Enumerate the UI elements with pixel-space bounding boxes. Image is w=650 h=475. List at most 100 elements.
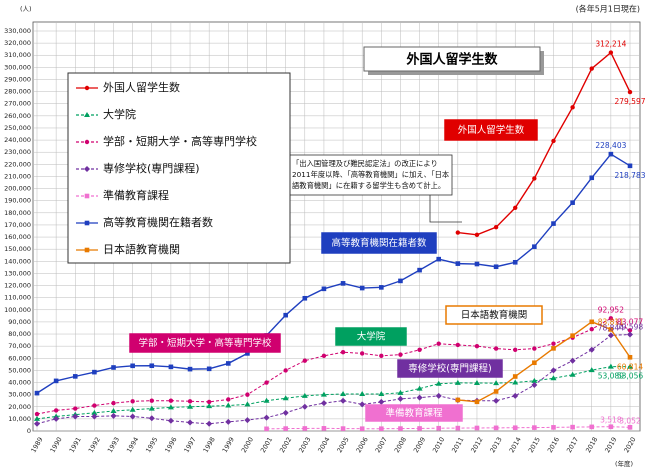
point [455, 397, 461, 403]
point [627, 363, 633, 369]
x-tick-label: 2017 [565, 436, 580, 454]
x-tick-label: 2005 [335, 436, 350, 454]
y-tick-label: 60,000 [8, 354, 31, 362]
point [321, 426, 327, 431]
point [129, 406, 136, 412]
point [589, 326, 594, 332]
value-label: 312,214 [595, 40, 626, 49]
x-tick-label: 2010 [431, 436, 446, 454]
point [570, 200, 575, 205]
point [455, 425, 461, 431]
point [301, 403, 308, 410]
point [473, 380, 480, 385]
y-tick-label: 330,000 [4, 27, 31, 35]
point [34, 420, 40, 427]
value-label: 279,597 [614, 97, 645, 106]
legend-label: 大学院 [103, 107, 136, 121]
point [570, 424, 575, 430]
legend-label: 専修学校(専門課程) [103, 161, 200, 175]
note-line: 語教育機関」に在籍する留学生も含めて計上。 [292, 181, 445, 190]
callout-label: 専修学校(専門課程) [408, 363, 491, 375]
value-label: 60,814 [617, 362, 643, 371]
point [283, 426, 288, 431]
point [416, 394, 423, 401]
point [340, 397, 347, 404]
point [302, 295, 308, 301]
point [206, 366, 212, 372]
y-unit: (人) [20, 5, 32, 13]
point [493, 380, 500, 386]
point [569, 357, 576, 364]
value-label: 92,952 [598, 305, 624, 314]
value-label: 83,811 [598, 317, 624, 326]
point [589, 424, 595, 430]
point [627, 354, 633, 360]
point [435, 380, 442, 386]
y-tick-label: 40,000 [8, 379, 31, 387]
point [340, 391, 347, 397]
point [34, 390, 40, 396]
point [263, 397, 270, 403]
point [493, 397, 500, 404]
point [53, 408, 59, 413]
x-tick-label: 2013 [488, 436, 503, 454]
point [84, 85, 90, 91]
y-tick-label: 160,000 [4, 233, 31, 241]
point [225, 418, 232, 425]
point [110, 408, 117, 413]
y-tick-label: 30,000 [8, 391, 31, 399]
point [589, 66, 594, 71]
point [513, 205, 518, 210]
value-label: 3,052 [619, 416, 641, 425]
point [225, 402, 232, 408]
point [245, 392, 250, 397]
point [72, 374, 78, 379]
callout-label: 日本語教育機関 [461, 309, 528, 321]
point [474, 425, 480, 431]
x-tick-label: 2012 [469, 436, 484, 454]
y-tick-label: 250,000 [4, 124, 31, 132]
point [378, 391, 385, 397]
point [359, 285, 365, 291]
point [398, 426, 403, 431]
x-tick-label: 2019 [603, 436, 618, 454]
y-tick-label: 270,000 [4, 100, 31, 108]
point [550, 375, 557, 381]
point [398, 278, 403, 284]
point [397, 395, 404, 402]
point [436, 425, 442, 431]
point [130, 399, 135, 404]
x-tick-label: 2000 [240, 436, 255, 454]
point [264, 426, 269, 432]
point [512, 259, 518, 265]
legend [67, 72, 291, 264]
y-tick-label: 300,000 [4, 63, 31, 71]
point [513, 347, 518, 352]
series-line [36, 366, 631, 420]
point [187, 399, 193, 404]
date-note: (各年5月1日現在) [576, 4, 640, 14]
callout-box [335, 327, 407, 346]
y-tick-label: 50,000 [8, 366, 31, 374]
point [148, 405, 155, 411]
point [588, 367, 595, 373]
point [168, 364, 174, 370]
point [206, 420, 213, 427]
y-tick-label: 260,000 [4, 112, 31, 120]
point [84, 112, 90, 117]
y-tick-label: 200,000 [4, 185, 31, 193]
series-line [36, 334, 631, 425]
x-tick-label: 1994 [125, 436, 140, 454]
x-tick-label: 1992 [87, 436, 102, 454]
chart-title: 外国人留学生数 [405, 52, 498, 68]
point [53, 415, 60, 422]
point [589, 319, 595, 325]
point [608, 424, 614, 430]
point [627, 331, 633, 338]
callout-label: 準備教育課程 [385, 407, 443, 419]
point [627, 163, 633, 169]
point [302, 358, 308, 363]
point [532, 244, 537, 249]
y-tick-label: 310,000 [4, 51, 31, 59]
point [570, 333, 575, 338]
